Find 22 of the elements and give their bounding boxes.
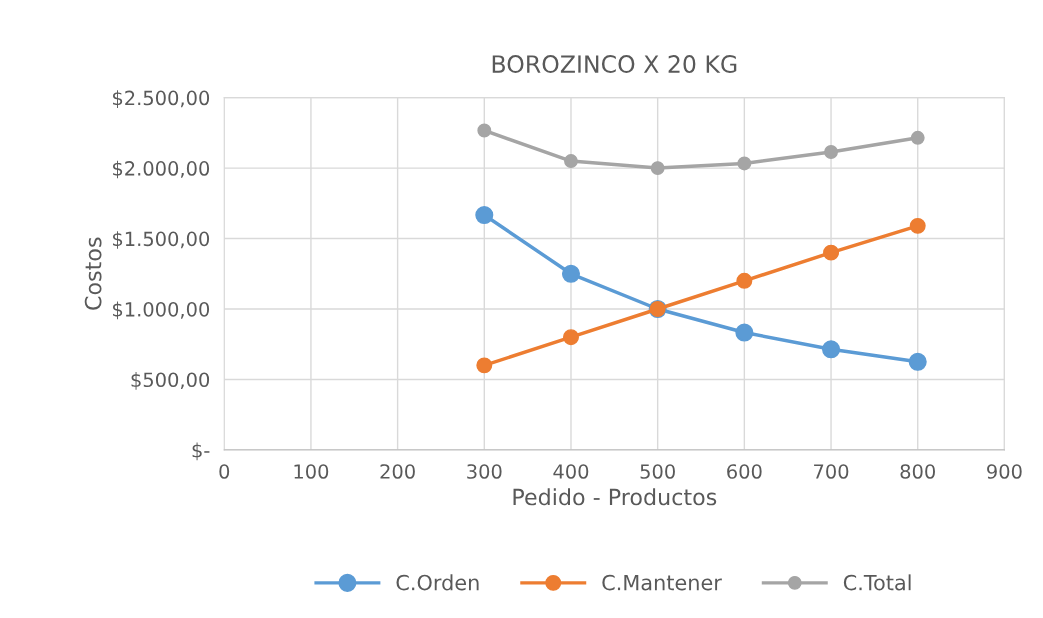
x-tick-label: 200 [380,464,415,479]
x-tick-label: 800 [900,464,935,479]
x-tick-label: 600 [727,464,762,479]
chart-title: BOROZINCO X 20 KG [492,55,737,73]
legend-label: C.Mantener [602,574,722,591]
y-tick-label: $1.500,00 [113,231,210,249]
y-tick-label: $500,00 [131,372,210,390]
x-tick-label: 100 [294,464,329,479]
x-axis-title: Pedido - Productos [513,488,717,506]
x-tick-label: 400 [553,464,589,479]
y-tick-label: $2.500,00 [113,90,210,108]
x-tick-label: 0 [219,464,230,479]
x-tick-label: 300 [467,464,502,479]
x-tick-label: 500 [640,464,675,479]
legend-label: C.Total [843,574,911,591]
x-tick-label: 900 [987,464,1022,479]
legend-label: C.Orden [396,574,479,591]
y-axis-title: Costos [84,237,102,310]
y-tick-label: $- [192,442,210,461]
x-tick-label: 700 [814,464,849,479]
y-tick-label: $1.000,00 [113,301,210,320]
y-tick-label: $2.000,00 [113,160,210,179]
